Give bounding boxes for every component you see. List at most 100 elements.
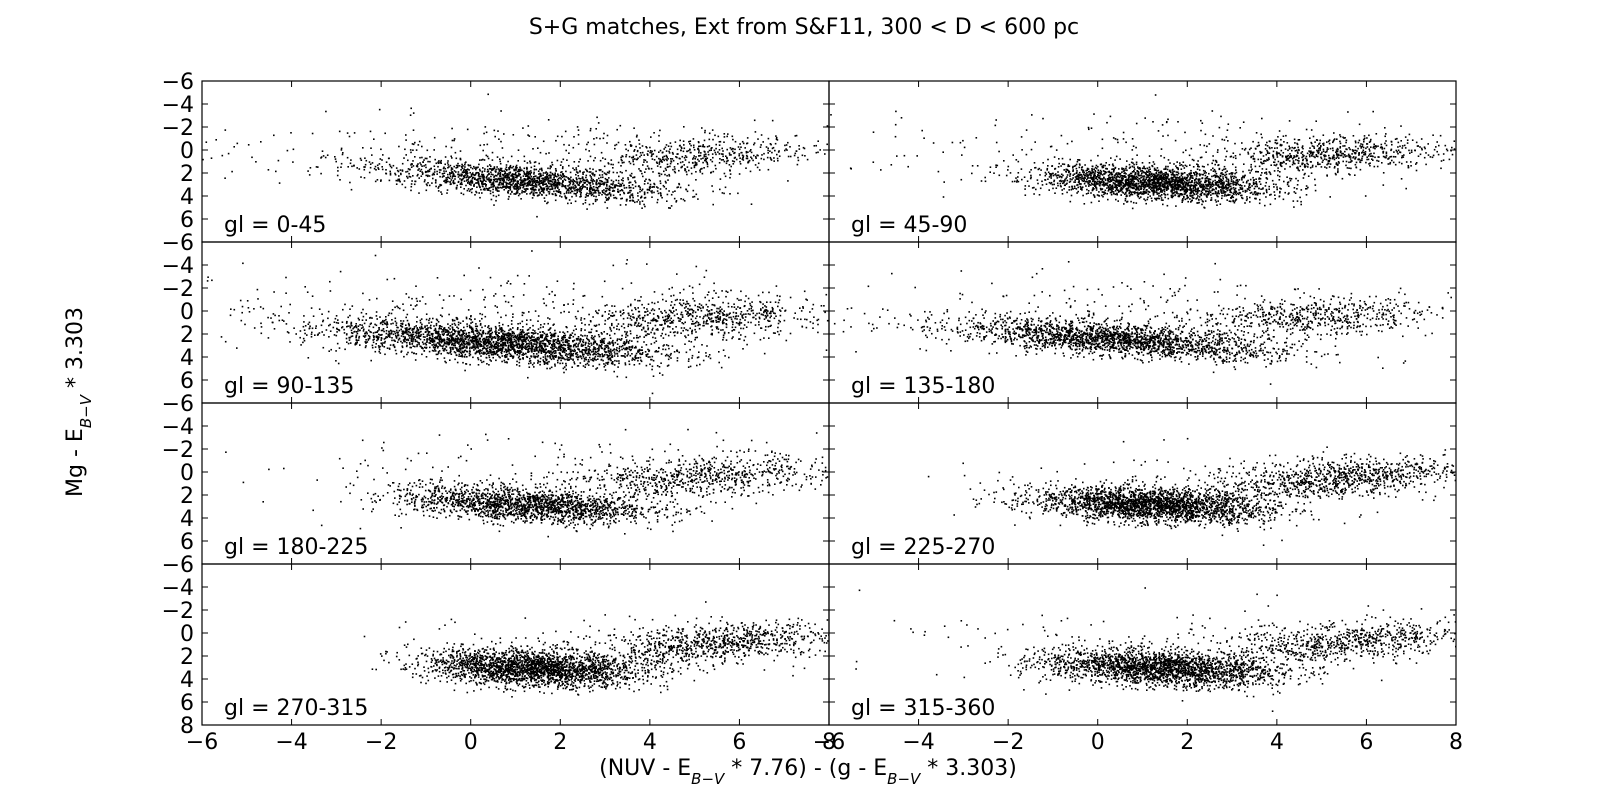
- data-point: [605, 179, 608, 181]
- data-point: [1373, 152, 1375, 155]
- data-point: [1230, 188, 1232, 190]
- data-point: [554, 199, 557, 202]
- data-point: [634, 158, 636, 160]
- data-point: [748, 159, 751, 162]
- data-point: [564, 179, 567, 181]
- data-point: [1085, 173, 1087, 175]
- data-point: [1202, 169, 1205, 172]
- data-point: [1056, 177, 1059, 179]
- data-point: [1401, 155, 1404, 157]
- data-point: [1200, 183, 1203, 186]
- data-point: [1175, 189, 1178, 191]
- data-point: [1047, 165, 1049, 167]
- data-point: [433, 168, 436, 171]
- data-point: [603, 189, 605, 191]
- data-point: [512, 186, 515, 188]
- data-point: [580, 189, 582, 192]
- data-point: [680, 166, 682, 169]
- data-point: [1159, 195, 1162, 197]
- data-point: [1119, 181, 1121, 184]
- data-point: [513, 177, 515, 179]
- data-point: [589, 181, 592, 184]
- data-point: [521, 181, 524, 183]
- data-point: [1087, 176, 1089, 179]
- data-point: [1118, 183, 1120, 185]
- data-point: [1147, 190, 1150, 193]
- data-point: [1078, 159, 1080, 161]
- data-point: [523, 179, 526, 181]
- data-point: [535, 175, 537, 177]
- data-point: [1145, 170, 1148, 173]
- data-point: [1152, 186, 1155, 189]
- data-point: [582, 177, 584, 179]
- data-point: [1120, 179, 1122, 182]
- data-point: [593, 195, 595, 197]
- data-point: [429, 156, 431, 158]
- data-point: [1339, 154, 1342, 157]
- data-point: [1144, 199, 1147, 202]
- data-point: [504, 176, 506, 179]
- data-point: [519, 193, 521, 195]
- data-point: [534, 183, 537, 186]
- data-point: [1143, 189, 1145, 191]
- data-point: [1200, 186, 1202, 189]
- data-point: [1277, 160, 1280, 163]
- data-point: [1171, 178, 1173, 180]
- data-point: [745, 151, 748, 154]
- data-point: [275, 170, 277, 173]
- data-point: [1095, 177, 1097, 180]
- data-point: [1091, 189, 1094, 192]
- data-point: [710, 147, 712, 150]
- data-point: [418, 140, 421, 143]
- data-point: [767, 147, 769, 150]
- data-point: [1226, 170, 1228, 172]
- data-point: [1096, 194, 1099, 196]
- data-point: [499, 167, 502, 170]
- data-point: [708, 149, 711, 152]
- data-point: [467, 182, 469, 184]
- data-point: [755, 156, 757, 158]
- data-point: [568, 187, 570, 190]
- data-point: [644, 171, 646, 173]
- data-point: [1393, 151, 1395, 153]
- data-point: [1358, 139, 1361, 142]
- data-point: [1153, 183, 1156, 185]
- data-point: [556, 135, 559, 138]
- panel-1: gl = 0-45: [201, 80, 830, 243]
- data-point: [1272, 157, 1275, 159]
- data-point: [540, 180, 543, 182]
- data-point: [1188, 185, 1191, 187]
- data-point: [1041, 184, 1044, 186]
- data-point: [1124, 172, 1126, 174]
- data-point: [1204, 187, 1207, 189]
- data-point: [1210, 184, 1212, 186]
- data-point: [1235, 179, 1238, 182]
- data-point: [1140, 186, 1142, 189]
- data-point: [1206, 185, 1208, 188]
- data-point: [1133, 175, 1135, 177]
- data-point: [606, 187, 609, 190]
- data-point: [1297, 162, 1300, 164]
- data-point: [1320, 156, 1322, 159]
- data-point: [708, 145, 711, 147]
- data-point: [584, 196, 587, 198]
- data-point: [1097, 183, 1099, 185]
- data-point: [514, 183, 517, 185]
- data-point: [1283, 180, 1285, 183]
- data-point: [664, 173, 666, 176]
- data-point: [1160, 155, 1162, 157]
- data-point: [479, 179, 482, 182]
- data-point: [619, 193, 621, 196]
- data-point: [1057, 171, 1059, 173]
- data-point: [1209, 183, 1211, 186]
- data-point: [1420, 147, 1423, 150]
- data-point: [1329, 163, 1332, 165]
- data-point: [614, 185, 616, 188]
- data-point: [692, 138, 695, 140]
- data-point: [563, 185, 566, 188]
- data-point: [1164, 172, 1167, 174]
- data-point: [659, 166, 662, 168]
- data-point: [1172, 183, 1174, 185]
- data-point: [651, 154, 653, 156]
- data-point: [412, 143, 415, 146]
